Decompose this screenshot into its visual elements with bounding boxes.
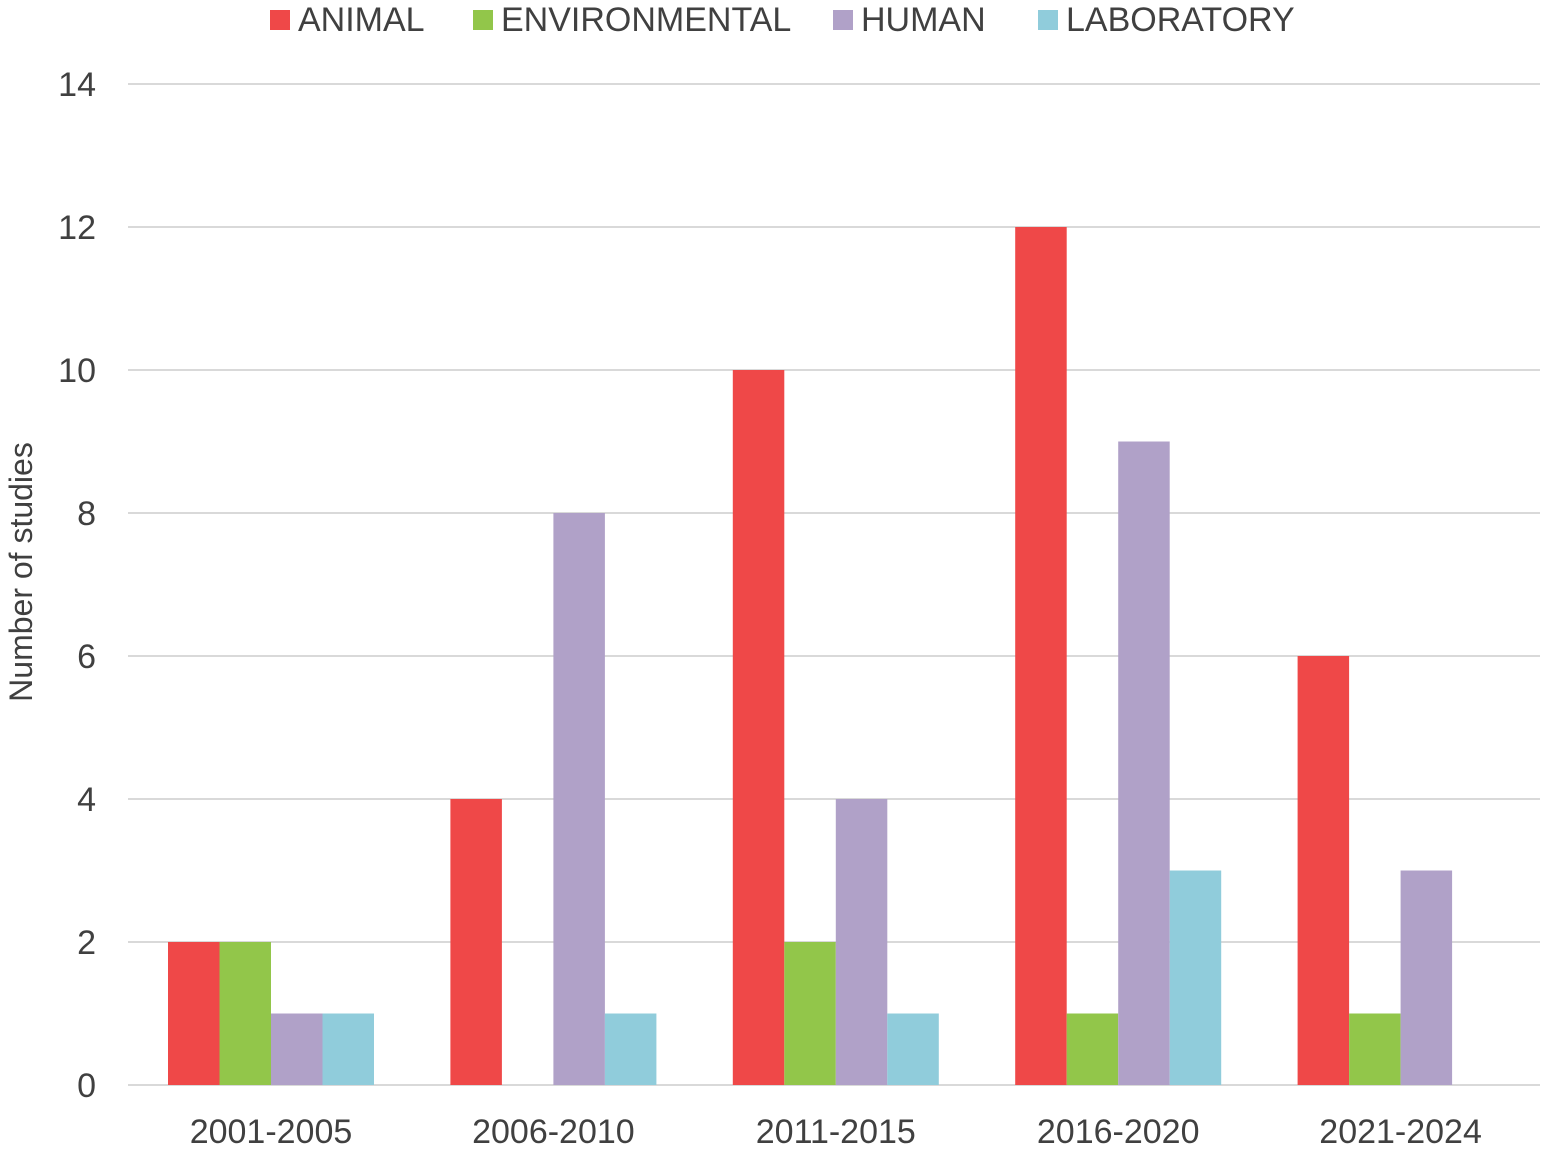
legend-label-animal: ANIMAL <box>298 1 425 39</box>
legend-swatch-human <box>833 10 853 30</box>
bar-environmental-2001-2005 <box>219 942 271 1085</box>
bar-animal-2021-2024 <box>1297 656 1350 1085</box>
bar-environmental-2016-2020 <box>1066 1013 1119 1085</box>
bars <box>168 227 1453 1085</box>
gridlines <box>128 83 1540 1086</box>
bar-laboratory-2001-2005 <box>322 1013 374 1085</box>
x-tick-label: 2016-2020 <box>1037 1113 1200 1150</box>
legend-label-environmental: ENVIRONMENTAL <box>501 1 791 39</box>
bar-human-2016-2020 <box>1118 441 1170 1085</box>
legend-swatch-laboratory <box>1038 10 1058 30</box>
bar-laboratory-2016-2020 <box>1169 870 1222 1085</box>
x-tick-label: 2011-2015 <box>756 1113 916 1150</box>
y-axis-ticks: 0 2 4 6 8 10 12 14 <box>58 66 96 1105</box>
x-tick-label: 2021-2024 <box>1319 1113 1482 1150</box>
bar-animal-2016-2020 <box>1015 227 1067 1085</box>
bar-human-2001-2005 <box>271 1013 323 1085</box>
y-tick-label: 0 <box>77 1067 96 1105</box>
bar-laboratory-2006-2010 <box>604 1013 657 1085</box>
y-tick-label: 6 <box>77 638 96 676</box>
bar-environmental-2021-2024 <box>1349 1013 1401 1085</box>
legend-label-laboratory: LABORATORY <box>1066 1 1295 39</box>
x-tick-label: 2006-2010 <box>472 1113 635 1150</box>
bar-human-2011-2015 <box>835 799 888 1085</box>
y-tick-label: 2 <box>77 924 96 962</box>
y-tick-label: 14 <box>58 66 96 104</box>
bar-human-2021-2024 <box>1400 870 1453 1085</box>
x-axis-ticks: 2001-2005 2006-2010 2011-2015 2016-2020 2021… <box>190 1113 1482 1150</box>
y-tick-label: 8 <box>77 495 96 533</box>
bar-human-2006-2010 <box>553 513 605 1085</box>
bar-animal-2011-2015 <box>732 370 785 1085</box>
legend-swatch-animal <box>270 10 290 30</box>
y-tick-label: 12 <box>58 209 96 247</box>
bar-laboratory-2011-2015 <box>887 1013 939 1085</box>
legend-label-human: HUMAN <box>861 1 986 39</box>
bar-environmental-2011-2015 <box>784 942 836 1085</box>
legend: ANIMAL ENVIRONMENTAL HUMAN LABORATORY <box>270 1 1295 39</box>
y-tick-label: 10 <box>58 352 96 390</box>
y-tick-label: 4 <box>77 781 96 819</box>
bar-animal-2006-2010 <box>450 799 502 1085</box>
x-tick-label: 2001-2005 <box>190 1113 353 1150</box>
bar-animal-2001-2005 <box>168 942 220 1085</box>
y-axis-title: Number of studies <box>3 442 39 702</box>
legend-swatch-environmental <box>473 10 493 30</box>
